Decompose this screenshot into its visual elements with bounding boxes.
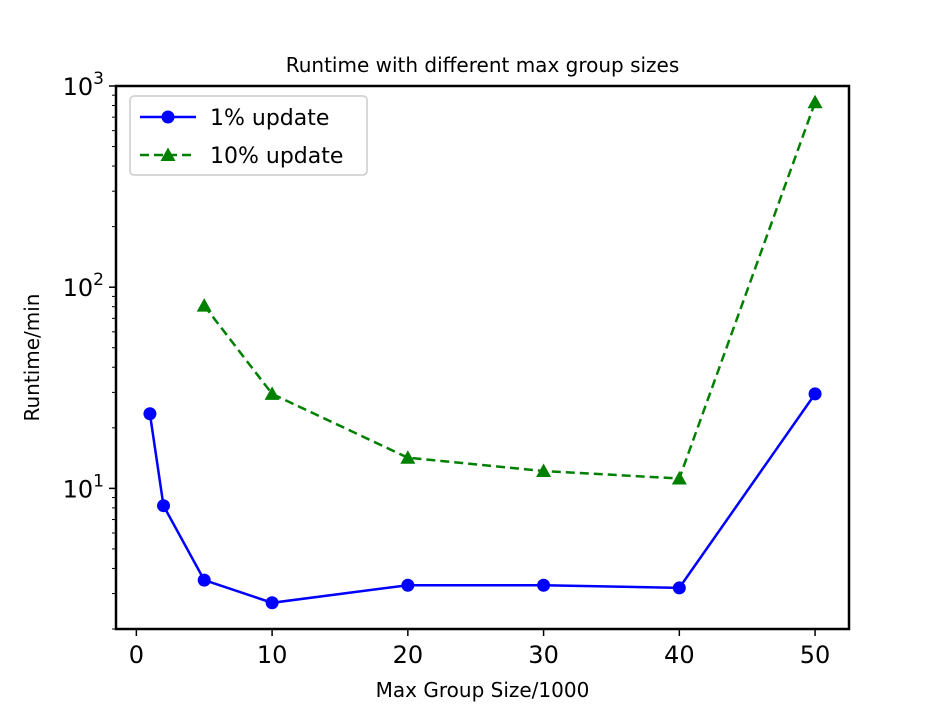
series-1-point <box>808 387 822 401</box>
series-1-point <box>537 578 551 592</box>
x-tick-label: 20 <box>393 641 424 669</box>
x-axis-label: Max Group Size/1000 <box>376 678 590 702</box>
series-1-point <box>401 578 415 592</box>
series-2-point <box>671 470 687 485</box>
y-tick-label: 101 <box>63 471 104 503</box>
series-1-point <box>265 596 279 610</box>
y-axis-label: Runtime/min <box>20 294 44 422</box>
series-2-line <box>203 101 817 480</box>
series-1-point <box>157 499 171 513</box>
series-2-point <box>807 94 823 109</box>
series-2-point <box>400 450 416 464</box>
y-axis-ticks: 101 102 103 <box>63 69 116 630</box>
chart-title: Runtime with different max group sizes <box>286 53 680 77</box>
legend-marker-series-1 <box>161 110 175 124</box>
series-1-point <box>672 581 686 595</box>
series-1-line <box>148 393 817 605</box>
x-axis-ticks: 0 10 20 30 40 50 <box>129 629 831 669</box>
x-tick-label: 50 <box>800 641 831 669</box>
y-tick-label: 102 <box>63 270 104 302</box>
x-tick-label: 30 <box>528 641 559 669</box>
plot-area <box>116 86 849 629</box>
x-tick-label: 40 <box>664 641 695 669</box>
legend-marker-series-2 <box>160 147 176 161</box>
plot-frame <box>114 84 851 631</box>
x-tick-label: 10 <box>257 641 288 669</box>
series-1-point <box>197 573 211 587</box>
series-1-point <box>143 407 157 421</box>
legend: 1% update 10% update <box>129 95 368 176</box>
series-2-point <box>264 386 280 400</box>
series-2-point <box>536 463 552 478</box>
legend-label-series-2: 10% update <box>210 144 343 169</box>
y-tick-label: 103 <box>63 69 104 101</box>
x-tick-label: 0 <box>129 641 144 669</box>
series-layer <box>143 94 823 610</box>
series-2-point <box>196 298 212 312</box>
legend-label-series-1: 1% update <box>210 106 329 131</box>
